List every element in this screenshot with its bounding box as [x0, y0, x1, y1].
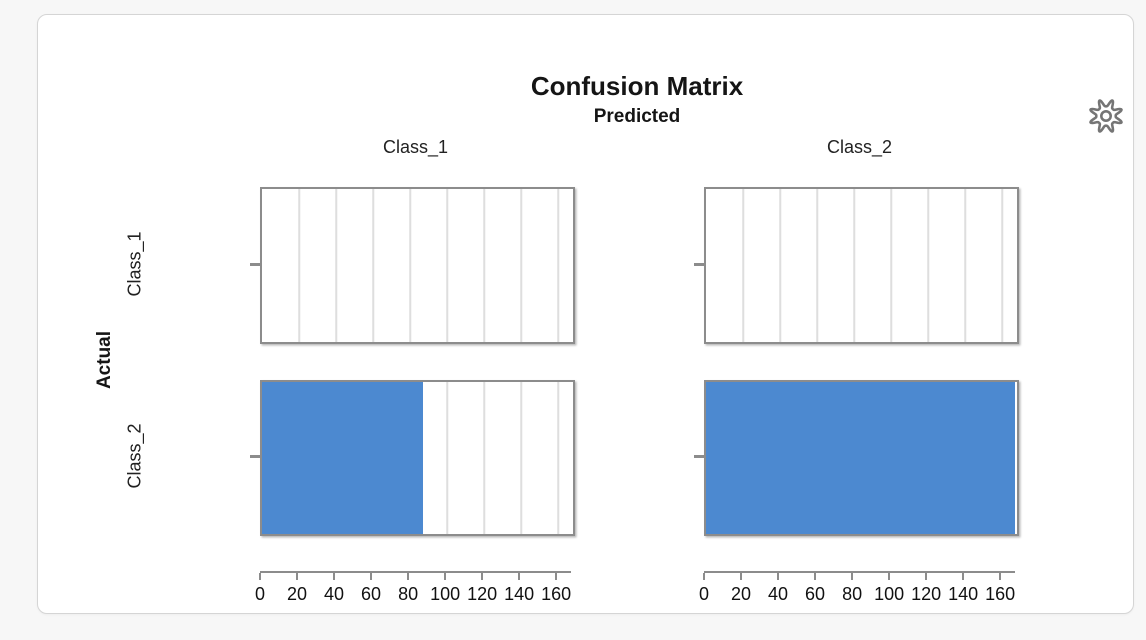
gridline: [816, 189, 818, 342]
x-axis-tick: [777, 573, 780, 580]
gridline: [446, 382, 448, 534]
row-label-class-2: Class_2: [124, 423, 145, 489]
x-axis-tick: [925, 573, 928, 580]
x-axis-tick-label: 0: [254, 584, 266, 604]
x-axis-tick: [518, 573, 521, 580]
chart-title: Confusion Matrix: [530, 71, 744, 101]
x-axis-tick: [333, 573, 336, 580]
column-header-class-1: Class_1: [382, 137, 449, 157]
x-axis-tick: [962, 573, 965, 580]
row-label-class-1: Class_1: [124, 231, 145, 297]
x-axis-tick-label: 40: [768, 584, 789, 604]
x-axis-tick: [296, 573, 299, 580]
gridline: [557, 189, 559, 342]
gridline: [298, 189, 300, 342]
gridline: [483, 382, 485, 534]
x-axis-tick: [555, 573, 558, 580]
gridline: [483, 189, 485, 342]
gear-icon: [1089, 99, 1123, 133]
x-axis-tick: [888, 573, 891, 580]
column-header-class-2: Class_2: [826, 137, 893, 157]
settings-button[interactable]: [1087, 97, 1125, 135]
x-axis-tick: [851, 573, 854, 580]
y-axis-tick: [250, 455, 260, 458]
x-axis-tick-label: 20: [287, 584, 308, 604]
gridline: [446, 189, 448, 342]
x-axis-tick-label: 120: [911, 584, 942, 604]
x-axis-tick: [370, 573, 373, 580]
x-axis-tick-label: 80: [842, 584, 863, 604]
panel-actual-class1-pred-class1: [260, 187, 575, 344]
x-axis-tick: [814, 573, 817, 580]
x-axis-tick: [407, 573, 410, 580]
x-axis-tick: [999, 573, 1002, 580]
gridline: [335, 189, 337, 342]
bar-Class_2-Class_2: [706, 382, 1016, 534]
x-axis-tick-label: 80: [398, 584, 419, 604]
x-axis-tick-label: 60: [361, 584, 382, 604]
panel-actual-class1-pred-class2: [704, 187, 1019, 344]
x-axis-tick: [703, 573, 705, 580]
gridline: [964, 189, 966, 342]
x-axis-tick-label: 60: [805, 584, 826, 604]
y-axis-title-actual: Actual: [94, 330, 115, 390]
gridline: [520, 382, 522, 534]
x-axis-tick: [259, 573, 261, 580]
x-axis-tick-label: 120: [467, 584, 498, 604]
gridline: [557, 382, 559, 534]
x-axis-tick: [740, 573, 743, 580]
gridline: [853, 189, 855, 342]
bar-Class_2-Class_1: [262, 382, 424, 534]
gridline: [779, 189, 781, 342]
x-axis-tick-label: 160: [985, 584, 1016, 604]
x-axis-tick-label: 100: [430, 584, 461, 604]
y-axis-tick: [694, 263, 704, 266]
gridline: [742, 189, 744, 342]
x-axis-tick-label: 140: [504, 584, 535, 604]
gridline: [890, 189, 892, 342]
x-axis-tick: [481, 573, 484, 580]
gridline: [520, 189, 522, 342]
y-axis-tick: [694, 455, 704, 458]
x-axis-tick-label: 20: [731, 584, 752, 604]
x-axis-title-predicted: Predicted: [593, 106, 681, 127]
x-axis-left: 0 20 40 60 80 100 120 140 160: [255, 571, 572, 607]
x-axis-tick-label: 40: [324, 584, 345, 604]
gridline: [372, 189, 374, 342]
x-axis-right: 0 20 40 60 80 100 120 140 160: [699, 571, 1016, 607]
x-axis-tick-label: 100: [874, 584, 905, 604]
plot-card: Confusion Matrix Predicted Class_1 Class…: [37, 14, 1134, 614]
x-axis-tick-label: 140: [948, 584, 979, 604]
x-axis-tick-label: 160: [541, 584, 572, 604]
x-axis-tick: [444, 573, 447, 580]
gridline: [927, 189, 929, 342]
y-axis-tick: [250, 263, 260, 266]
panel-actual-class2-pred-class1: [260, 380, 575, 536]
panel-actual-class2-pred-class2: [704, 380, 1019, 536]
gridline: [409, 189, 411, 342]
x-axis-tick-label: 0: [698, 584, 710, 604]
gridline: [1001, 189, 1003, 342]
